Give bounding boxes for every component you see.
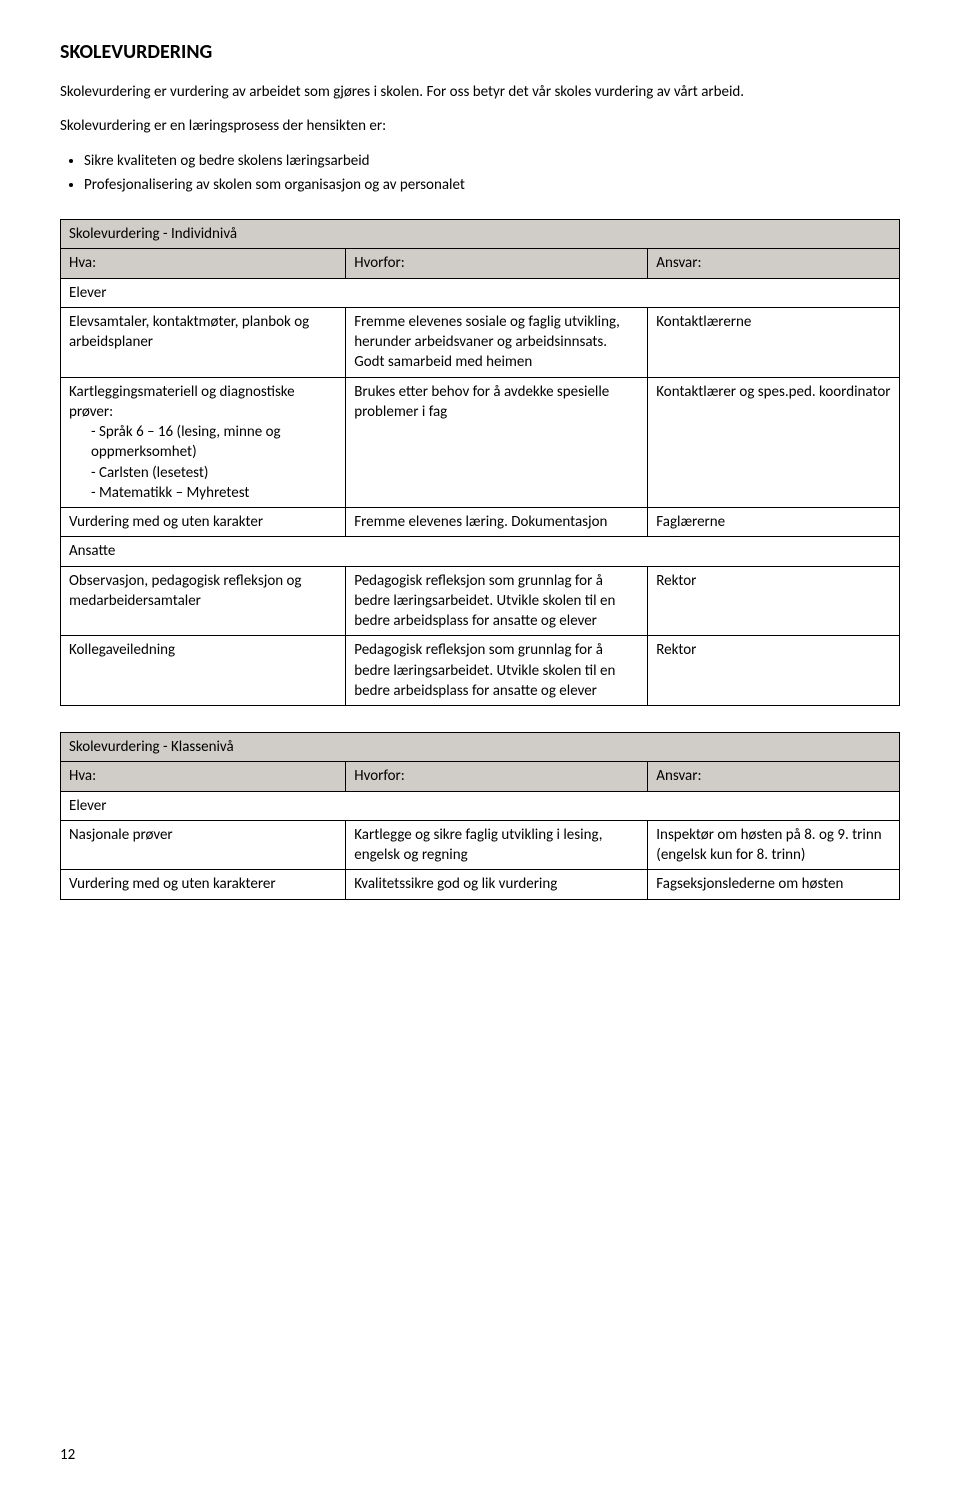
table-cell: Observasjon, pedagogisk refleksjon og me… bbox=[61, 566, 346, 636]
col-header-hvorfor: Hvorfor: bbox=[346, 762, 648, 791]
sublist-item: Språk 6 – 16 (lesing, minne og oppmerkso… bbox=[91, 422, 337, 463]
sublist-item: Carlsten (lesetest) bbox=[91, 463, 337, 483]
table-cell: Fagseksjonslederne om høsten bbox=[648, 870, 900, 899]
table-cell: Kontaktlærer og spes.ped. koordinator bbox=[648, 377, 900, 508]
col-header-ansvar: Ansvar: bbox=[648, 249, 900, 278]
table-cell: Fremme elevenes sosiale og faglig utvikl… bbox=[346, 307, 648, 377]
intro-bullet-list: Sikre kvaliteten og bedre skolens læring… bbox=[84, 151, 900, 196]
table1-title: Skolevurdering - Individnivå bbox=[61, 220, 900, 249]
table-cell: Vurdering med og uten karakterer bbox=[61, 870, 346, 899]
cell-lead: Kartleggingsmateriell og diagnostiske pr… bbox=[69, 383, 295, 421]
group-elever: Elever bbox=[61, 278, 900, 307]
group-elever: Elever bbox=[61, 791, 900, 820]
table-cell: Brukes etter behov for å avdekke spesiel… bbox=[346, 377, 648, 508]
col-header-hva: Hva: bbox=[61, 249, 346, 278]
table-cell: Kvalitetssikre god og lik vurdering bbox=[346, 870, 648, 899]
table-cell: Kontaktlærerne bbox=[648, 307, 900, 377]
table-cell: Pedagogisk refleksjon som grunnlag for å… bbox=[346, 636, 648, 706]
sublist-item: Matematikk – Myhretest bbox=[91, 483, 337, 503]
table-cell: Kartlegge og sikre faglig utvikling i le… bbox=[346, 820, 648, 870]
table-cell: Fremme elevenes læring. Dokumentasjon bbox=[346, 508, 648, 537]
klasseniva-table: Skolevurdering - Klassenivå Hva: Hvorfor… bbox=[60, 732, 900, 900]
bullet-item: Profesjonalisering av skolen som organis… bbox=[84, 175, 900, 195]
individniva-table: Skolevurdering - Individnivå Hva: Hvorfo… bbox=[60, 219, 900, 706]
table-cell: Vurdering med og uten karakter bbox=[61, 508, 346, 537]
intro-paragraph-1: Skolevurdering er vurdering av arbeidet … bbox=[60, 82, 900, 102]
col-header-hvorfor: Hvorfor: bbox=[346, 249, 648, 278]
bullet-item: Sikre kvaliteten og bedre skolens læring… bbox=[84, 151, 900, 171]
group-ansatte: Ansatte bbox=[61, 537, 900, 566]
cell-sublist: Språk 6 – 16 (lesing, minne og oppmerkso… bbox=[91, 422, 337, 503]
intro-paragraph-2: Skolevurdering er en læringsprosess der … bbox=[60, 116, 900, 136]
table-cell: Kartleggingsmateriell og diagnostiske pr… bbox=[61, 377, 346, 508]
table-cell: Kollegaveiledning bbox=[61, 636, 346, 706]
table-cell: Pedagogisk refleksjon som grunnlag for å… bbox=[346, 566, 648, 636]
table-cell: Rektor bbox=[648, 566, 900, 636]
table-cell: Nasjonale prøver bbox=[61, 820, 346, 870]
table-cell: Elevsamtaler, kontaktmøter, planbok og a… bbox=[61, 307, 346, 377]
table2-title: Skolevurdering - Klassenivå bbox=[61, 733, 900, 762]
page-number: 12 bbox=[60, 1446, 75, 1464]
page-heading: SKOLEVURDERING bbox=[60, 40, 900, 64]
col-header-hva: Hva: bbox=[61, 762, 346, 791]
table-cell: Rektor bbox=[648, 636, 900, 706]
table-cell: Faglærerne bbox=[648, 508, 900, 537]
table-cell: Inspektør om høsten på 8. og 9. trinn (e… bbox=[648, 820, 900, 870]
col-header-ansvar: Ansvar: bbox=[648, 762, 900, 791]
